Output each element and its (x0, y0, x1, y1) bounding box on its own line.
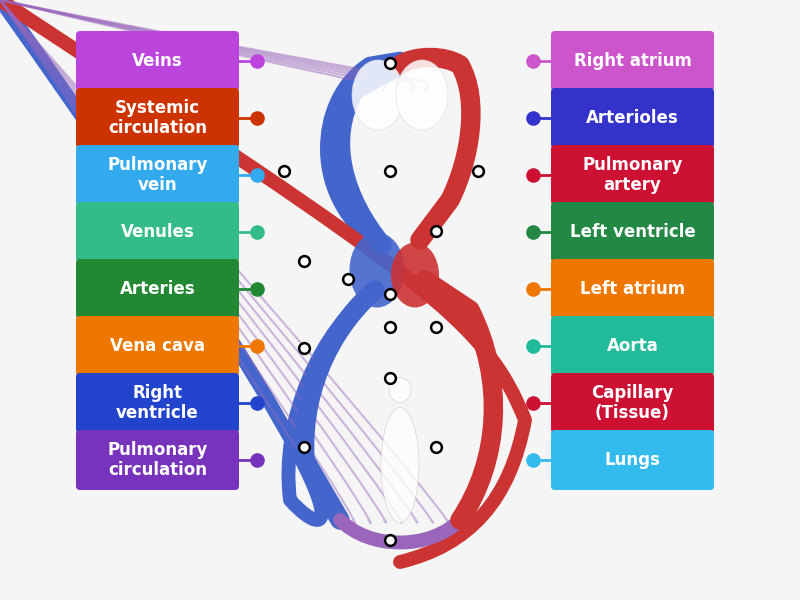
FancyBboxPatch shape (551, 145, 714, 205)
Point (250, 455, 263, 465)
FancyBboxPatch shape (76, 259, 239, 319)
Point (250, 170, 263, 180)
Text: Arterioles: Arterioles (586, 109, 679, 127)
Point (384, 58, 397, 68)
FancyBboxPatch shape (76, 430, 239, 490)
FancyBboxPatch shape (76, 88, 239, 148)
Point (526, 284, 539, 294)
Point (298, 343, 310, 353)
Ellipse shape (381, 407, 419, 523)
FancyBboxPatch shape (551, 430, 714, 490)
Point (526, 56, 539, 66)
Ellipse shape (352, 60, 404, 130)
Text: Lungs: Lungs (605, 451, 661, 469)
Text: Systemic
circulation: Systemic circulation (108, 98, 207, 137)
Point (250, 284, 263, 294)
FancyBboxPatch shape (551, 373, 714, 433)
Point (526, 113, 539, 123)
FancyBboxPatch shape (551, 259, 714, 319)
Text: Vena cava: Vena cava (110, 337, 205, 355)
Ellipse shape (350, 232, 405, 307)
Point (383, 373, 396, 383)
Point (298, 256, 310, 266)
Point (526, 170, 539, 180)
Ellipse shape (391, 242, 439, 307)
FancyBboxPatch shape (76, 31, 239, 91)
Point (526, 341, 539, 351)
FancyBboxPatch shape (551, 316, 714, 376)
Point (298, 442, 310, 452)
Point (342, 274, 354, 284)
FancyBboxPatch shape (551, 88, 714, 148)
FancyBboxPatch shape (76, 202, 239, 262)
Point (383, 535, 396, 545)
Text: Venules: Venules (121, 223, 194, 241)
Point (250, 341, 263, 351)
Text: Pulmonary
vein: Pulmonary vein (107, 155, 208, 194)
FancyBboxPatch shape (76, 145, 239, 205)
Point (383, 322, 396, 332)
Point (250, 398, 263, 408)
Point (383, 289, 396, 299)
Text: Left ventricle: Left ventricle (570, 223, 695, 241)
Text: Right
ventricle: Right ventricle (116, 383, 199, 422)
Point (526, 398, 539, 408)
Point (250, 227, 263, 237)
Ellipse shape (396, 60, 448, 130)
Point (250, 113, 263, 123)
Text: Pulmonary
circulation: Pulmonary circulation (107, 440, 208, 479)
Text: Pulmonary
artery: Pulmonary artery (582, 155, 682, 194)
FancyBboxPatch shape (76, 373, 239, 433)
Point (430, 442, 442, 452)
Point (384, 166, 397, 176)
Point (526, 227, 539, 237)
FancyBboxPatch shape (551, 31, 714, 91)
Ellipse shape (389, 377, 411, 403)
FancyBboxPatch shape (76, 316, 239, 376)
Text: Veins: Veins (132, 52, 183, 70)
Text: Capillary
(Tissue): Capillary (Tissue) (591, 383, 674, 422)
Text: Arteries: Arteries (120, 280, 195, 298)
Point (250, 56, 263, 66)
Text: Left atrium: Left atrium (580, 280, 685, 298)
Point (430, 226, 442, 236)
FancyBboxPatch shape (551, 202, 714, 262)
Text: Right atrium: Right atrium (574, 52, 691, 70)
Point (278, 166, 290, 176)
Point (526, 455, 539, 465)
Text: Aorta: Aorta (606, 337, 658, 355)
Point (472, 166, 485, 176)
Point (430, 322, 442, 332)
